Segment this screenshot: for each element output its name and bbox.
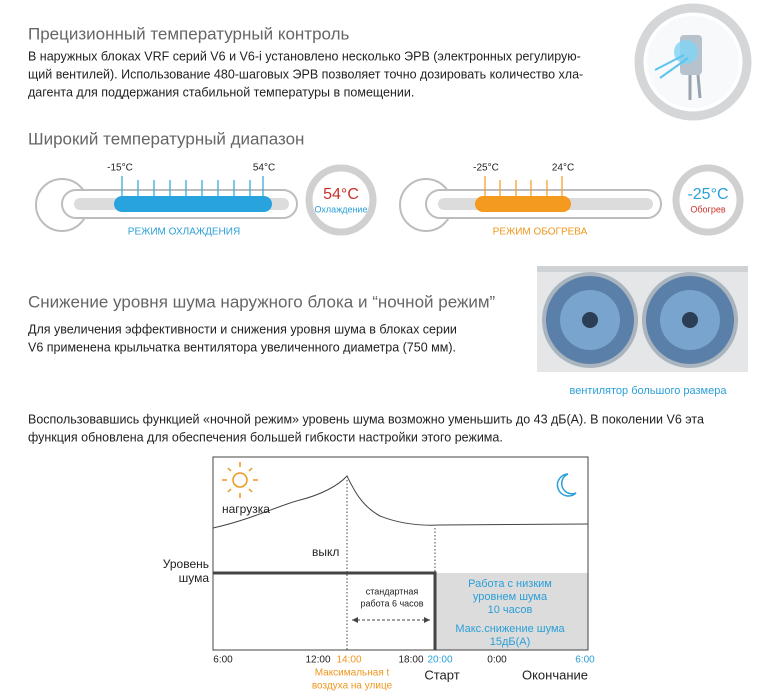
max-temp: 54°C <box>253 163 275 174</box>
badge-label: Охлаждение <box>315 204 368 214</box>
start-label: Старт <box>424 667 459 682</box>
time-label: 20:00 <box>427 655 452 666</box>
time-label: 6:00 <box>575 655 595 666</box>
badge-temp: -25°C <box>687 186 728 203</box>
heating-badge: -25°C Обогрев <box>672 164 744 236</box>
paragraph-line: В наружных блоках VRF серий V6 и V6-i ус… <box>28 49 581 63</box>
valve-image <box>634 3 752 121</box>
time-label: 14:00 <box>336 655 361 666</box>
heating-thermometer: -25°C 24°C РЕЖИМ ОБОГРЕВА <box>399 163 662 238</box>
mode-label: РЕЖИМ ОБОГРЕВА <box>493 227 588 238</box>
time-label: 18:00 <box>398 655 423 666</box>
min-temp: -15°C <box>107 163 133 174</box>
max-temp-label: Максимальная t <box>315 668 390 679</box>
paragraph-line: Для увеличения эффективности и снижения … <box>28 322 457 336</box>
paragraph-line: V6 применена крыльчатка вентилятора увел… <box>28 340 456 354</box>
time-label: 6:00 <box>213 655 233 666</box>
badge-label: Обогрев <box>690 204 725 214</box>
low-noise-label: Работа с низким <box>468 578 552 590</box>
mode-label: РЕЖИМ ОХЛАЖДЕНИЯ <box>128 227 240 238</box>
low-noise-label: 10 часов <box>488 604 533 616</box>
time-label: 12:00 <box>305 655 330 666</box>
axis-label: шума <box>179 571 210 585</box>
axis-label: Уровень <box>163 557 209 571</box>
standard-label: работа 6 часов <box>360 598 423 608</box>
cooling-thermometer: -15°C 54°C РЕЖИМ ОХЛАЖДЕНИЯ <box>35 163 298 238</box>
fan-image <box>537 266 748 372</box>
section-title: Широкий температурный диапазон <box>28 129 304 148</box>
section-title: Снижение уровня шума наружного блока и “… <box>28 292 496 311</box>
max-reduction-label: Макс.снижение шума <box>455 623 565 635</box>
end-label: Окончание <box>522 667 588 682</box>
paragraph-line: Воспользовавшись функцией «ночной режим»… <box>28 412 704 426</box>
time-label: 0:00 <box>487 655 507 666</box>
paragraph-line: щий вентилей). Использование 480-шаговых… <box>28 67 583 81</box>
max-temp-label: воздуха на улице <box>312 681 393 692</box>
night-mode-diagram <box>212 456 589 651</box>
load-label: нагрузка <box>222 502 270 516</box>
off-label: выкл <box>312 545 339 559</box>
low-noise-label: уровнем шума <box>473 591 548 603</box>
section-title: Прецизионный температурный контроль <box>28 24 350 43</box>
image-caption: вентилятор большого размера <box>570 385 728 397</box>
paragraph-line: дагента для поддержания стабильной темпе… <box>28 85 414 99</box>
max-temp: 24°C <box>552 163 574 174</box>
standard-label: стандартная <box>366 586 419 596</box>
cooling-badge: 54°C Охлаждение <box>305 164 377 236</box>
min-temp: -25°C <box>473 163 499 174</box>
max-reduction-label: 15дБ(А) <box>490 636 531 648</box>
paragraph-line: функция обновлена для обеспечения больше… <box>28 430 503 444</box>
badge-temp: 54°C <box>323 186 359 203</box>
